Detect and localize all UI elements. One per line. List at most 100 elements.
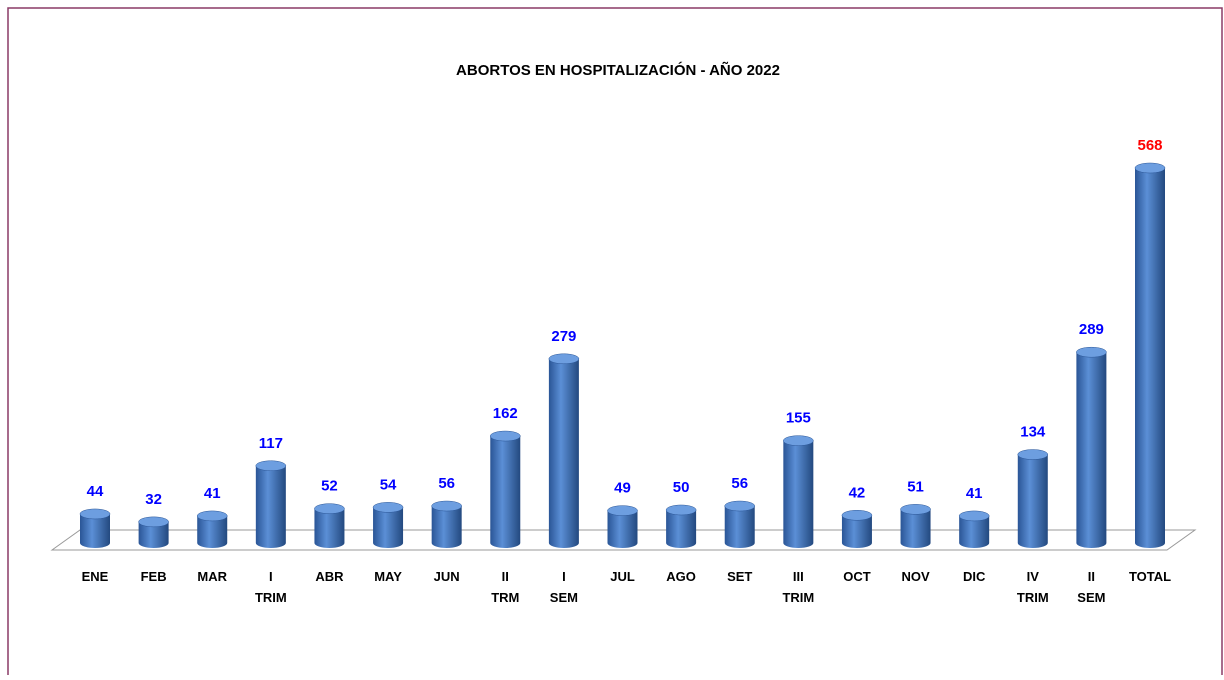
bar	[841, 515, 872, 548]
bar-top	[1017, 449, 1049, 460]
x-tick-line: ENE	[82, 569, 109, 584]
chart-title: ABORTOS EN HOSPITALIZACIÓN - AÑO 2022	[456, 61, 780, 79]
bar-top	[607, 505, 638, 516]
value-label: 162	[493, 405, 518, 422]
bar-top	[138, 516, 169, 528]
bar-top	[958, 510, 990, 522]
value-label: 41	[204, 485, 221, 502]
x-tick-line: II	[1088, 569, 1095, 584]
frame	[7, 7, 1223, 680]
x-tick-line: I	[269, 569, 273, 584]
x-tick-label: FEB	[141, 569, 167, 584]
bar-top	[665, 504, 697, 516]
value-label: 44	[87, 483, 104, 500]
bar	[490, 436, 521, 548]
bar-top	[783, 435, 814, 446]
bar-top	[255, 460, 287, 472]
value-label: 134	[1020, 424, 1046, 441]
x-tick-line: TRIM	[1017, 590, 1049, 605]
x-tick-label: SET	[727, 569, 752, 584]
bar-top	[490, 430, 521, 442]
bar	[666, 509, 697, 548]
bar	[900, 509, 931, 548]
x-tick-line: TOTAL	[1129, 569, 1171, 584]
value-label: 41	[966, 485, 983, 502]
bar	[724, 506, 755, 548]
bar	[1135, 168, 1165, 548]
x-tick-label: MAR	[197, 569, 227, 584]
x-tick-label: JUL	[610, 569, 635, 584]
x-tick-label: III TRIM	[782, 569, 814, 605]
value-label: 117	[259, 435, 283, 452]
bar-top	[431, 500, 462, 512]
x-tick-label: II SEM	[1077, 569, 1105, 605]
bar	[959, 515, 990, 548]
value-label: 49	[614, 480, 631, 497]
x-tick-line: TRIM	[255, 590, 287, 605]
x-tick-label: I TRIM	[255, 569, 287, 605]
bar-top	[724, 500, 755, 512]
value-label: 32	[145, 491, 162, 508]
bar	[783, 440, 814, 548]
value-label: 568	[1137, 137, 1162, 154]
bar-top	[79, 508, 111, 520]
bar	[607, 510, 638, 548]
bar-top	[196, 510, 228, 522]
bar	[373, 507, 404, 548]
bar	[1017, 454, 1048, 548]
bar-top	[841, 510, 873, 521]
bar-top	[900, 504, 931, 515]
bar	[1076, 352, 1107, 548]
x-tick-label: ENE	[82, 569, 109, 584]
x-tick-label: NOV	[901, 569, 930, 584]
x-tick-line: MAY	[374, 569, 402, 584]
bar	[255, 465, 286, 548]
x-tick-line: II	[502, 569, 509, 584]
x-tick-line: DIC	[963, 569, 986, 584]
x-tick-line: FEB	[141, 569, 167, 584]
bar	[314, 508, 345, 548]
value-label: 155	[786, 410, 811, 427]
x-tick-label: II TRM	[491, 569, 519, 605]
bar-top	[1134, 162, 1166, 174]
value-label: 50	[673, 479, 690, 496]
value-label: 279	[551, 328, 576, 345]
value-label: 52	[321, 478, 338, 495]
bar-top	[548, 353, 580, 365]
x-tick-line: TRIM	[782, 590, 814, 605]
value-label: 51	[907, 478, 924, 495]
value-label: 289	[1079, 321, 1104, 338]
x-tick-line: MAR	[197, 569, 227, 584]
x-tick-line: TRM	[491, 590, 519, 605]
x-tick-label: JUN	[434, 569, 460, 584]
x-tick-label: I SEM	[550, 569, 578, 605]
bar	[548, 358, 579, 548]
x-tick-line: III	[793, 569, 804, 584]
bar-top	[314, 503, 345, 514]
x-tick-line: SET	[727, 569, 752, 584]
x-tick-line: I	[562, 569, 566, 584]
x-tick-line: IV	[1027, 569, 1040, 584]
value-label: 56	[731, 475, 748, 492]
x-tick-label: OCT	[843, 569, 871, 584]
x-tick-line: ABR	[315, 569, 344, 584]
x-tick-line: OCT	[843, 569, 871, 584]
x-tick-label: TOTAL	[1129, 569, 1171, 584]
x-tick-line: JUN	[434, 569, 460, 584]
value-label: 42	[849, 484, 866, 501]
bar	[138, 521, 169, 548]
bar	[80, 513, 110, 548]
bar	[431, 506, 462, 548]
x-tick-line: NOV	[901, 569, 930, 584]
x-tick-label: AGO	[666, 569, 696, 584]
bar-top	[1076, 346, 1107, 358]
bar-top	[372, 502, 404, 513]
x-tick-line: AGO	[666, 569, 696, 584]
x-tick-label: ABR	[315, 569, 344, 584]
value-label: 56	[438, 475, 455, 492]
x-tick-label: IV TRIM	[1017, 569, 1049, 605]
value-label: 54	[380, 476, 397, 493]
x-tick-line: JUL	[610, 569, 635, 584]
